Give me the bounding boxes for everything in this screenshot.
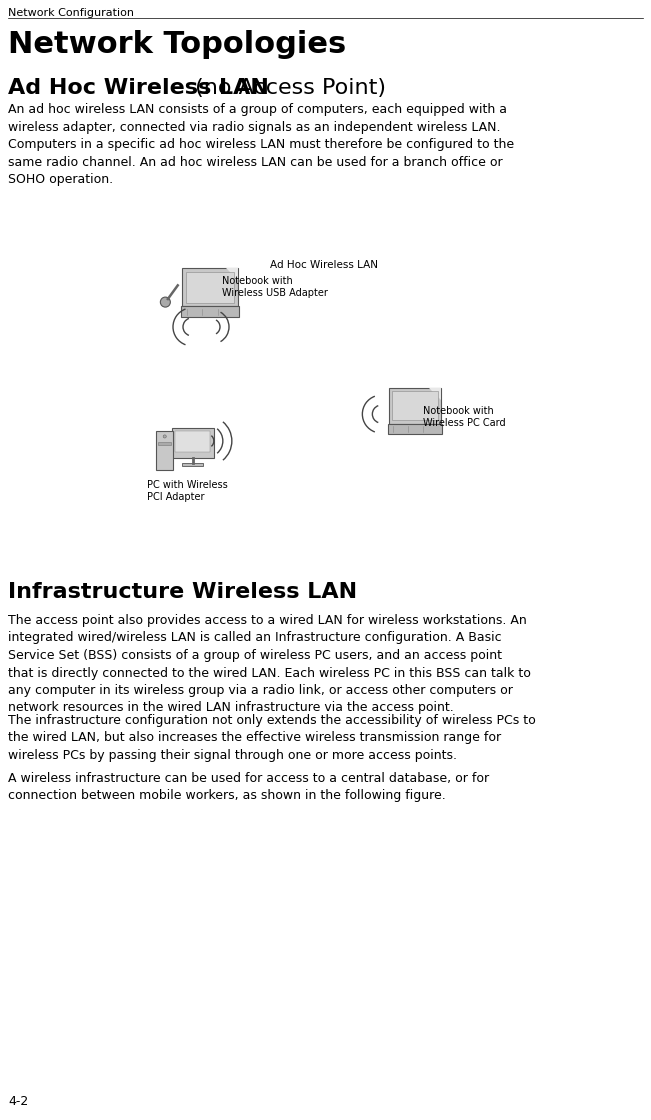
Text: Ad Hoc Wireless LAN: Ad Hoc Wireless LAN: [270, 260, 378, 270]
Text: The access point also provides access to a wired LAN for wireless workstations. : The access point also provides access to…: [8, 614, 531, 715]
Text: 4-2: 4-2: [8, 1095, 28, 1108]
Polygon shape: [182, 464, 203, 466]
Polygon shape: [158, 442, 171, 445]
Text: Notebook with
Wireless USB Adapter: Notebook with Wireless USB Adapter: [222, 276, 328, 298]
Text: Infrastructure Wireless LAN: Infrastructure Wireless LAN: [8, 582, 357, 603]
Polygon shape: [430, 388, 441, 400]
Polygon shape: [175, 431, 210, 451]
Text: A wireless infrastructure can be used for access to a central database, or for
c: A wireless infrastructure can be used fo…: [8, 772, 489, 803]
Polygon shape: [182, 268, 238, 307]
Text: (no Access Point): (no Access Point): [189, 78, 387, 99]
Polygon shape: [387, 424, 443, 435]
Polygon shape: [181, 307, 240, 317]
Polygon shape: [186, 272, 234, 302]
Circle shape: [160, 297, 171, 307]
Polygon shape: [225, 268, 238, 280]
Text: Network Configuration: Network Configuration: [8, 8, 134, 18]
Circle shape: [163, 435, 166, 438]
Polygon shape: [172, 428, 214, 458]
Text: An ad hoc wireless LAN consists of a group of computers, each equipped with a
wi: An ad hoc wireless LAN consists of a gro…: [8, 103, 514, 186]
Text: Notebook with
Wireless PC Card: Notebook with Wireless PC Card: [423, 407, 506, 428]
Text: Network Topologies: Network Topologies: [8, 30, 346, 59]
Polygon shape: [393, 392, 437, 420]
Polygon shape: [156, 430, 173, 469]
Text: The infrastructure configuration not only extends the accessibility of wireless : The infrastructure configuration not onl…: [8, 715, 536, 762]
Text: Ad Hoc Wireless LAN: Ad Hoc Wireless LAN: [8, 78, 269, 99]
Text: PC with Wireless
PCI Adapter: PC with Wireless PCI Adapter: [147, 480, 228, 502]
Polygon shape: [389, 388, 441, 424]
